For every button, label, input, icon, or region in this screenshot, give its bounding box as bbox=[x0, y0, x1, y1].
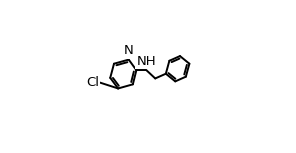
Text: NH: NH bbox=[136, 55, 156, 68]
Text: N: N bbox=[124, 44, 133, 57]
Text: Cl: Cl bbox=[86, 76, 99, 89]
